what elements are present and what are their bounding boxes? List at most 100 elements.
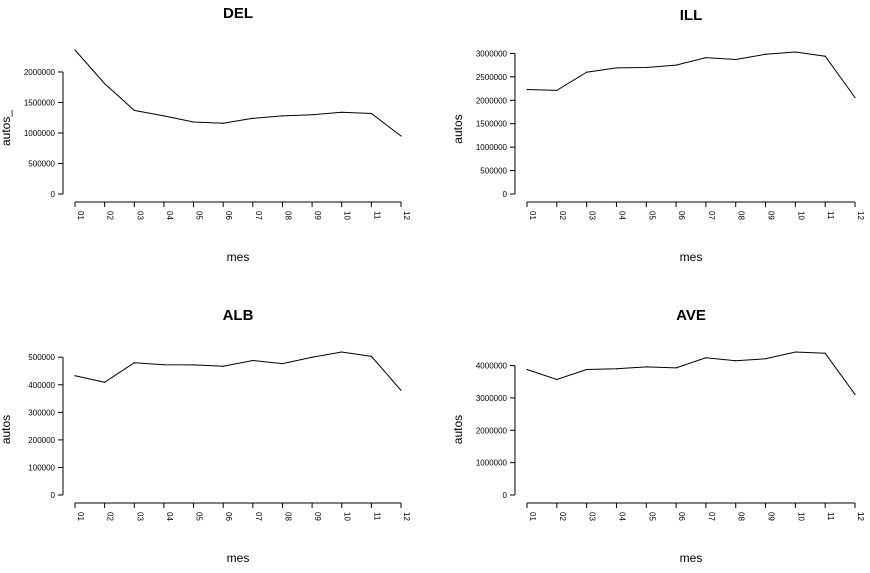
data-point: [705, 357, 707, 359]
y-tick-label: 200000: [28, 436, 55, 445]
series-line: [526, 351, 856, 395]
data-point: [252, 359, 254, 362]
chart-title: ALB: [223, 307, 254, 324]
y-tick-label: 500000: [28, 353, 55, 362]
data-point: [192, 364, 195, 366]
data-point: [824, 55, 826, 57]
y-tick-label: 1000000: [24, 129, 56, 138]
data-point: [645, 66, 647, 69]
x-tick-label: 06: [224, 512, 233, 521]
data-point: [735, 58, 737, 61]
x-tick-label: 05: [647, 512, 656, 521]
x-tick-label: 10: [796, 512, 805, 521]
series-line: [74, 49, 402, 137]
x-tick-label: 04: [165, 211, 174, 220]
data-point: [133, 109, 135, 112]
data-point: [400, 135, 402, 137]
data-point: [586, 368, 588, 371]
data-point: [794, 51, 796, 53]
y-axis-label: autos: [0, 415, 13, 444]
y-tick-label: 0: [503, 491, 508, 500]
y-tick-label: 1500000: [24, 98, 56, 107]
x-tick-label: 02: [558, 512, 567, 521]
x-tick-label: 09: [313, 211, 322, 220]
x-axis-label: mes: [680, 551, 703, 565]
data-point: [675, 64, 677, 66]
x-tick-label: 11: [826, 211, 835, 220]
x-tick-label: 08: [737, 211, 746, 220]
y-tick-label: 2000000: [476, 426, 508, 435]
data-point: [526, 88, 528, 91]
y-tick-label: 0: [51, 190, 56, 199]
y-tick-label: 0: [51, 491, 56, 500]
y-tick-label: 2500000: [476, 73, 508, 82]
y-tick-label: 100000: [28, 463, 55, 472]
y-tick-label: 4000000: [476, 362, 508, 371]
chart-panel-alb: ALB 01 02 03 04 05 06 07 08 09 10 11 12 0 100000 200000…: [0, 307, 411, 565]
data-point: [556, 89, 558, 92]
data-point: [104, 82, 106, 85]
data-point: [192, 121, 195, 123]
x-tick-label: 11: [372, 211, 381, 220]
x-tick-label: 07: [254, 512, 263, 521]
x-tick-label: 04: [617, 211, 626, 220]
y-axis-label: autos_: [0, 110, 13, 146]
data-point: [74, 375, 76, 377]
chart-panel-del: DEL 01 02 03 04 05 06 07 08 09 10 11 12 0 500000 100000…: [0, 5, 411, 264]
data-point: [794, 351, 796, 353]
y-axis-label: autos: [451, 114, 465, 143]
data-point: [764, 53, 767, 55]
data-point: [400, 389, 402, 391]
x-tick-label: 11: [372, 512, 381, 521]
x-tick-label: 06: [677, 211, 686, 220]
chart-panel-ill: ILL 01 02 03 04 05 06 07 08 09 10 11 12 0 500000 100000…: [451, 7, 865, 264]
data-point: [133, 362, 135, 364]
data-point: [281, 115, 284, 117]
x-tick-label: 12: [402, 512, 411, 521]
x-tick-label: 05: [195, 211, 204, 220]
x-tick-label: 01: [528, 512, 537, 521]
data-point: [222, 122, 224, 124]
data-point: [370, 355, 372, 358]
chart-title: DEL: [223, 5, 253, 22]
x-tick-label: 03: [588, 211, 597, 220]
data-point: [341, 111, 343, 113]
data-point: [615, 368, 618, 370]
x-tick-label: 03: [588, 512, 597, 521]
data-point: [556, 378, 558, 381]
data-point: [281, 362, 284, 365]
y-tick-label: 1500000: [476, 120, 508, 129]
x-tick-label: 05: [195, 512, 204, 521]
x-tick-label: 06: [224, 211, 233, 220]
y-tick-label: 2000000: [24, 68, 56, 77]
x-tick-label: 01: [76, 211, 85, 220]
x-tick-label: 01: [528, 211, 537, 220]
x-tick-label: 05: [647, 211, 656, 220]
data-point: [163, 115, 165, 117]
x-tick-label: 02: [106, 211, 115, 220]
data-point: [854, 393, 856, 395]
y-tick-label: 3000000: [476, 49, 508, 58]
x-tick-label: 12: [856, 512, 865, 521]
chart-panel-ave: AVE 01 02 03 04 05 06 07 08 09 10 11 12 0 1000000 20000…: [451, 307, 865, 565]
data-point: [370, 112, 372, 115]
x-tick-label: 07: [707, 211, 716, 220]
data-point: [311, 356, 313, 358]
x-tick-label: 01: [76, 512, 85, 521]
x-tick-label: 10: [796, 211, 805, 220]
x-tick-label: 12: [856, 211, 865, 220]
x-tick-label: 09: [767, 512, 776, 521]
x-tick-label: 06: [677, 512, 686, 521]
data-point: [341, 351, 343, 353]
y-tick-label: 2000000: [476, 96, 508, 105]
x-tick-label: 09: [767, 211, 776, 220]
x-tick-label: 08: [283, 512, 292, 521]
x-tick-label: 02: [106, 512, 115, 521]
data-point: [526, 368, 528, 371]
x-axis-label: mes: [680, 250, 703, 264]
y-tick-label: 0: [503, 190, 508, 199]
data-point: [675, 367, 677, 369]
x-tick-label: 11: [826, 512, 835, 521]
